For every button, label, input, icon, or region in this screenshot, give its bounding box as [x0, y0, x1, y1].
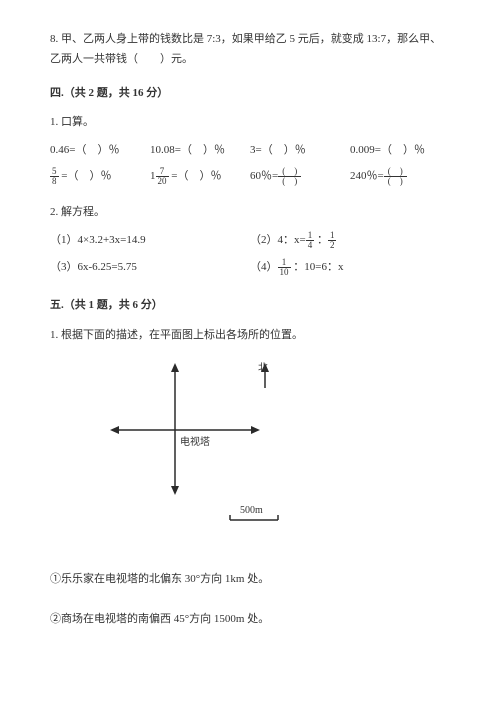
tower-label: 电视塔 [180, 434, 210, 452]
frac-7-20: 720 [156, 167, 169, 186]
eq1: （1）4×3.2+3x=14.9 [50, 231, 250, 251]
frac-1-4: 14 [306, 231, 315, 250]
calc-2b: 1720 =（ ）％ [150, 167, 250, 187]
calc-1c: 3=（ ）％ [250, 141, 350, 161]
calc-1b: 10.08=（ ）％ [150, 141, 250, 161]
calc-1a: 0.46=（ ）％ [50, 141, 150, 161]
calc-1d: 0.009=（ ）％ [350, 141, 450, 161]
eq2: （2）4：x=14 ：12 [250, 231, 450, 251]
location-2: ②商场在电视塔的南偏西 45°方向 1500m 处。 [50, 610, 450, 630]
calc-row-2: 58 =（ ）％ 1720 =（ ）％ 60％=( )( ) 240％=( )(… [50, 167, 450, 187]
calc-2c: 60％=( )( ) [250, 167, 350, 187]
eq3: （3）6x-6.25=5.75 [50, 258, 250, 278]
frac-5-8: 58 [50, 167, 59, 186]
paren-frac-2: ( )( ) [384, 167, 407, 186]
location-1: ①乐乐家在电视塔的北偏东 30°方向 1km 处。 [50, 570, 450, 590]
s4-p1-label: 1. 口算。 [50, 113, 450, 133]
s5-p1-label: 1. 根据下面的描述，在平面图上标出各场所的位置。 [50, 326, 450, 346]
s4-p2-label: 2. 解方程。 [50, 203, 450, 223]
eq-row-1: （1）4×3.2+3x=14.9 （2）4：x=14 ：12 [50, 231, 450, 251]
question-8: 8. 甲、乙两人身上带的钱数比是 7:3，如果甲给乙 5 元后，就变成 13:7… [50, 30, 450, 70]
map-svg [110, 360, 330, 550]
map-diagram: 北 电视塔 500m [110, 360, 330, 550]
frac-1-10: 110 [278, 258, 291, 277]
eq-row-2: （3）6x-6.25=5.75 （4）110 ：10=6：x [50, 258, 450, 278]
scale-label: 500m [240, 502, 263, 520]
calc-row-1: 0.46=（ ）％ 10.08=（ ）％ 3=（ ）％ 0.009=（ ）％ [50, 141, 450, 161]
section-4-header: 四.（共 2 题，共 16 分） [50, 84, 450, 104]
calc-2a: 58 =（ ）％ [50, 167, 150, 187]
north-label: 北 [258, 360, 268, 378]
frac-1-2: 12 [328, 231, 337, 250]
eq4: （4）110 ：10=6：x [250, 258, 450, 278]
paren-frac-1: ( )( ) [278, 167, 301, 186]
calc-2d: 240％=( )( ) [350, 167, 450, 187]
section-5-header: 五.（共 1 题，共 6 分） [50, 296, 450, 316]
q8-text: 8. 甲、乙两人身上带的钱数比是 7:3，如果甲给乙 5 元后，就变成 13:7… [50, 33, 441, 65]
